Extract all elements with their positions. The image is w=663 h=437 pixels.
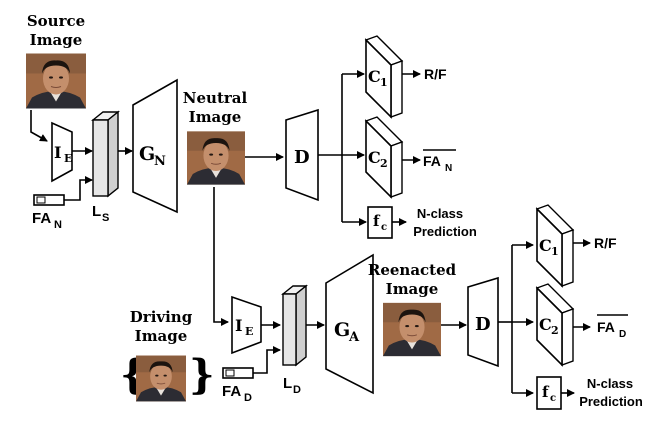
fad-out-sub: D xyxy=(619,329,626,340)
classifier-c1-top: C 1 xyxy=(364,35,404,119)
c1-top-sub: 1 xyxy=(380,76,388,89)
nclass-top-line1: N-class xyxy=(417,206,463,221)
ls-label: L xyxy=(92,203,101,220)
discriminator-top: D xyxy=(285,108,319,202)
latent-ld-block: L D xyxy=(281,284,308,396)
source-label-line2: Image xyxy=(30,31,83,49)
fan-sub: N xyxy=(54,219,62,231)
reenacted-face-image xyxy=(383,302,441,357)
classifier-fc-bottom: f c xyxy=(536,376,562,410)
gn-label: G xyxy=(139,143,155,165)
rf-top-label: R/F xyxy=(424,66,447,82)
neutral-label-line2: Image xyxy=(189,108,242,126)
encoder-top-label: I xyxy=(54,143,61,162)
nclass-bottom-line1: N-class xyxy=(587,376,633,391)
fc-bottom-label: f xyxy=(542,383,550,401)
c2-bottom-label: C xyxy=(539,315,552,334)
neutral-label-line1: Neutral xyxy=(183,89,248,107)
source-image-block: Source Image xyxy=(26,12,86,110)
driving-face-image xyxy=(136,355,186,402)
fc-top-label: f xyxy=(373,212,381,230)
reenacted-image-block: Reenacted Image xyxy=(368,261,457,357)
arrow-fad-to-ld xyxy=(253,346,281,374)
generator-gn: G N xyxy=(132,78,178,214)
classifier-c2-bottom: C 2 xyxy=(535,283,575,367)
ld-sub: D xyxy=(293,384,301,396)
encoder-top: I E xyxy=(51,121,73,183)
fan-label: FA xyxy=(32,210,51,227)
nclass-top-line2: Prediction xyxy=(413,224,477,239)
reenacted-label-line1: Reenacted xyxy=(368,261,457,279)
fan-out-label: FA xyxy=(423,153,441,169)
fad-sub: D xyxy=(244,392,252,404)
d-bottom-label: D xyxy=(475,314,491,335)
neutral-image-block: Neutral Image xyxy=(183,89,248,186)
fc-bottom-sub: c xyxy=(550,393,556,404)
encoder-bottom-sub: E xyxy=(245,325,253,338)
fc-top-sub: c xyxy=(381,222,387,233)
nclass-bottom-line2: Prediction xyxy=(579,394,643,409)
driving-right-brace: } xyxy=(189,351,215,398)
c1-bottom-sub: 1 xyxy=(551,245,559,258)
c1-top-label: C xyxy=(368,67,381,86)
latent-ls-block: L S xyxy=(91,110,120,224)
fad-out-label: FA xyxy=(597,319,615,335)
encoder-bottom: I E xyxy=(231,295,262,355)
generator-ga: G A xyxy=(325,253,374,395)
classifier-c2-top: C 2 xyxy=(364,116,404,199)
driving-image-block: Driving Image { } xyxy=(120,308,215,402)
arrow-neutral-to-encoder-bottom xyxy=(213,187,229,326)
source-label-line1: Source xyxy=(27,12,85,30)
ld-label: L xyxy=(283,375,292,392)
discriminator-bottom: D xyxy=(467,276,499,368)
reenacted-label-line2: Image xyxy=(386,280,439,298)
ga-label: G xyxy=(334,319,350,341)
fan-vector-block: FA N xyxy=(32,194,65,231)
driving-label-line2: Image xyxy=(135,327,188,345)
d-top-label: D xyxy=(294,147,310,168)
encoder-bottom-label: I xyxy=(235,316,242,335)
c1-bottom-label: C xyxy=(539,236,552,255)
rf-bottom-label: R/F xyxy=(594,235,617,251)
arrow-source-to-encoder xyxy=(30,110,48,142)
classifier-fc-top: f c xyxy=(367,206,393,239)
c2-top-sub: 2 xyxy=(380,157,388,170)
neutral-face-image xyxy=(187,130,245,186)
ls-sub: S xyxy=(102,212,109,224)
gn-sub: N xyxy=(154,154,166,169)
c2-top-label: C xyxy=(368,148,381,167)
encoder-top-sub: E xyxy=(64,152,72,165)
ga-sub: A xyxy=(348,330,360,345)
fad-vector-block: FA D xyxy=(222,367,254,404)
arrow-fan-to-ls xyxy=(64,176,93,201)
fan-out-sub: N xyxy=(445,163,452,174)
fad-label: FA xyxy=(222,383,241,400)
source-face-image xyxy=(26,52,86,110)
c2-bottom-sub: 2 xyxy=(551,324,559,337)
driving-label-line1: Driving xyxy=(130,308,193,326)
classifier-c1-bottom: C 1 xyxy=(535,204,575,288)
